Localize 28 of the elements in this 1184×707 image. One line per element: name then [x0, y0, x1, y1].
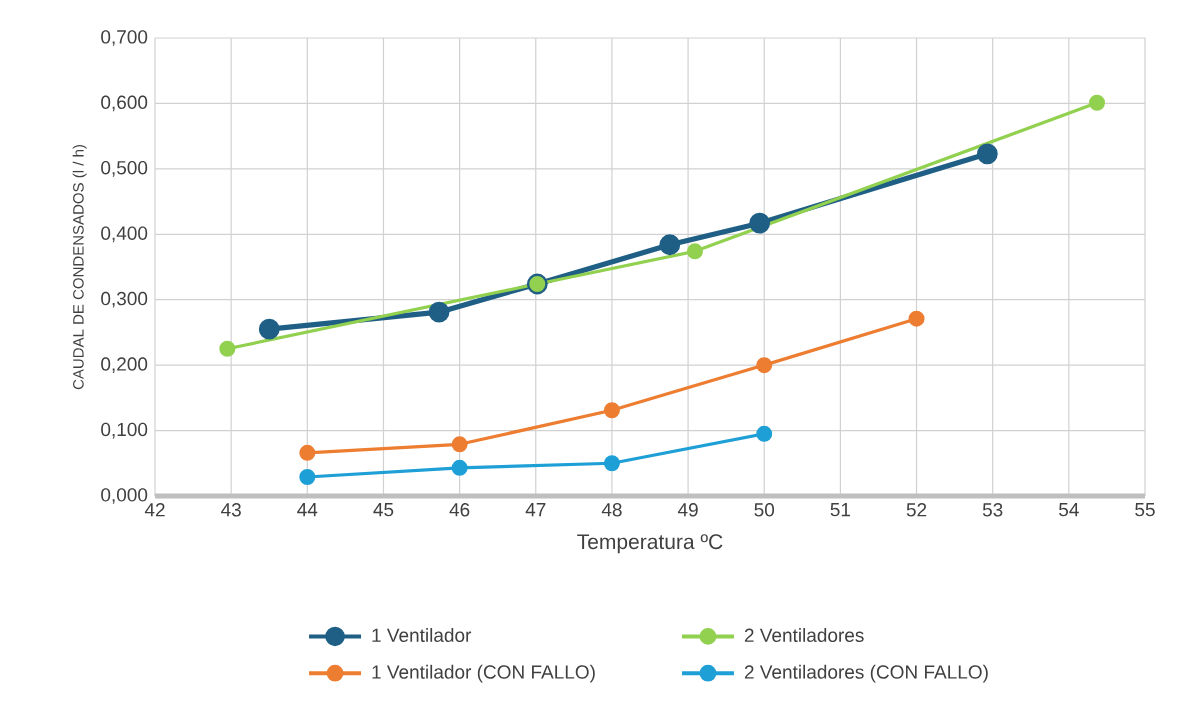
y-tick-label: 0,600: [101, 95, 148, 112]
x-tick-label: 51: [830, 503, 851, 517]
x-tick-label: 48: [601, 503, 622, 517]
legend-label: 1 Ventilador (CON FALLO): [372, 664, 595, 683]
x-tick-label: 46: [449, 503, 470, 517]
x-tick-label: 52: [906, 503, 927, 517]
x-tick-label: 44: [297, 503, 318, 517]
y-tick-label: 0,100: [101, 422, 148, 439]
x-tick-label: 42: [144, 503, 165, 517]
y-axis-title: CAUDAL DE CONDENSADOS (l / h): [72, 145, 87, 390]
y-tick-label: 0,700: [101, 30, 148, 46]
legend-label: 2 Ventiladores (CON FALLO): [744, 664, 988, 683]
x-tick-label: 43: [221, 503, 241, 517]
y-tick-label: 0,400: [101, 226, 148, 243]
legend-label: 2 Ventiladores: [744, 628, 864, 642]
x-tick-label: 55: [1135, 503, 1155, 517]
x-tick-label: 45: [373, 503, 394, 517]
legend-label: 1 Ventilador: [372, 628, 472, 642]
x-axis-title: Temperatura ºC: [577, 534, 723, 554]
x-tick-label: 50: [754, 503, 775, 517]
y-tick-label: 0,200: [101, 357, 148, 373]
x-tick-label: 49: [677, 503, 698, 517]
x-tick-label: 54: [1059, 503, 1079, 517]
x-tick-label: 47: [525, 503, 546, 517]
y-tick-label: 0,300: [101, 291, 148, 308]
y-tick-label: 0,500: [101, 161, 148, 177]
x-tick-label: 53: [982, 503, 1003, 517]
y-tick-label: 0,000: [101, 488, 148, 504]
